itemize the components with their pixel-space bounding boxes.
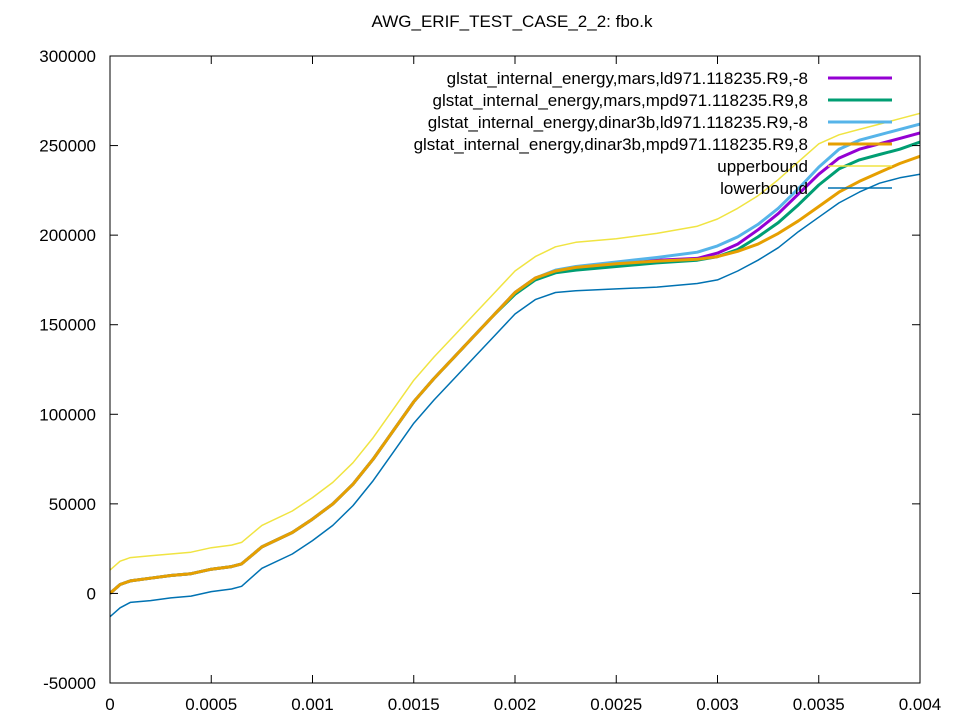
x-tick-label: 0.0025 <box>590 695 642 714</box>
x-tick-label: 0.0015 <box>388 695 440 714</box>
legend-label: upperbound <box>717 157 808 176</box>
chart-title: AWG_ERIF_TEST_CASE_2_2: fbo.k <box>372 12 653 31</box>
legend: glstat_internal_energy,mars,ld971.118235… <box>414 69 892 198</box>
x-tick-label: 0.0005 <box>185 695 237 714</box>
series-line-2 <box>110 140 920 595</box>
legend-label: glstat_internal_energy,mars,ld971.118235… <box>447 69 808 88</box>
y-tick-label: 150000 <box>39 316 96 335</box>
series-line-4 <box>110 154 920 595</box>
x-tick-label: 0.001 <box>291 695 334 714</box>
y-tick-label: 100000 <box>39 405 96 424</box>
y-tick-label: 50000 <box>49 495 96 514</box>
series-line-6 <box>110 173 920 618</box>
y-tick-label: 300000 <box>39 47 96 66</box>
y-tick-label: 0 <box>87 584 96 603</box>
y-tick-label: 250000 <box>39 137 96 156</box>
legend-label: glstat_internal_energy,mars,mpd971.11823… <box>433 91 809 110</box>
legend-label: lowerbound <box>720 179 808 198</box>
series-layer <box>110 112 920 618</box>
x-tick-label: 0.002 <box>494 695 537 714</box>
x-tick-label: 0.003 <box>696 695 739 714</box>
y-tick-label: -50000 <box>43 674 96 693</box>
legend-label: glstat_internal_energy,dinar3b,mpd971.11… <box>414 135 808 154</box>
x-tick-label: 0.004 <box>899 695 942 714</box>
series-line-1 <box>110 131 920 595</box>
legend-label: glstat_internal_energy,dinar3b,ld971.118… <box>428 113 808 132</box>
x-tick-label: 0.0035 <box>793 695 845 714</box>
ticks-layer: 0 0.0005 0.001 0.0015 0.002 0.0025 0.003 0.0035… <box>39 47 941 714</box>
y-tick-label: 200000 <box>39 226 96 245</box>
x-tick-label: 0 <box>105 695 114 714</box>
series-line-5 <box>110 112 920 571</box>
